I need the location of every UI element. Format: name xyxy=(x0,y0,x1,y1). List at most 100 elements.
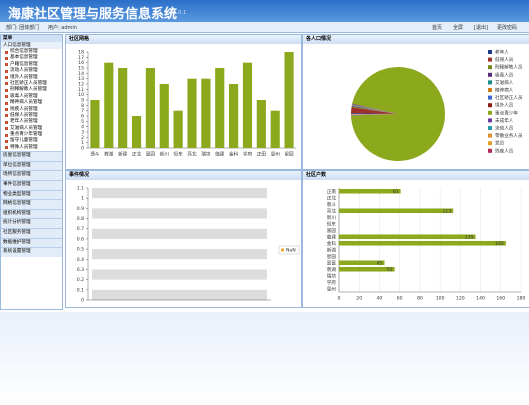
menu-section[interactable]: 房屋信息管理 xyxy=(1,151,62,161)
x-tick-label: 160 xyxy=(496,296,505,302)
y-tick-label: 新川 xyxy=(327,214,337,221)
menu-label: 残疾人员管理 xyxy=(10,106,38,112)
menu-section[interactable]: 数据维护管理 xyxy=(1,237,62,248)
legend-swatch xyxy=(488,72,492,77)
menu-item[interactable]: 吸毒人员管理 xyxy=(1,94,62,100)
menu-section[interactable]: 网格信息管理 xyxy=(1,199,62,209)
menu-item[interactable]: 精神病人员管理 xyxy=(1,100,62,106)
pie-slice xyxy=(351,114,398,116)
bar xyxy=(173,110,183,148)
menu-label: 统计分析管理 xyxy=(3,220,31,226)
legend-label: 党员 xyxy=(495,140,505,147)
legend-swatch xyxy=(488,95,492,100)
menu-icon xyxy=(5,82,8,86)
y-tick-label: 翡湖 xyxy=(327,266,337,273)
x-tick-label: 金科 xyxy=(229,151,239,158)
menu-section[interactable]: 单位信息管理 xyxy=(1,160,62,171)
menu-section[interactable]: 事件信息管理 xyxy=(1,180,62,190)
pie-slice xyxy=(351,105,398,114)
data-label: 135 xyxy=(465,234,474,240)
menu-item[interactable]: 特殊人员管理 xyxy=(1,145,62,151)
panel: 社区户数 0 20 40 60 80 100 120 140 160 180 正南 61 正北 翡斗 亮北 11… xyxy=(302,170,529,308)
y-tick-label: 1 xyxy=(81,140,84,146)
x-tick-label: 0 xyxy=(338,296,341,302)
legend-swatch xyxy=(488,118,492,123)
menu-label: 社区矫正人员管理 xyxy=(10,80,47,86)
nav-link[interactable]: 全屏 xyxy=(453,25,464,31)
menu-label: 组织机构管理 xyxy=(3,210,31,216)
menu-item[interactable]: 综合信息管理 xyxy=(1,49,62,55)
menu-item[interactable]: 社区矫正人员管理 xyxy=(1,81,62,87)
legend-label: 流动人员 xyxy=(495,125,514,132)
menu-section[interactable]: 统计分析管理 xyxy=(1,218,62,228)
y-tick-label: 翡斗 xyxy=(327,201,337,208)
menu-item[interactable]: 老年人员管理 xyxy=(1,119,62,125)
menu-icon xyxy=(5,108,8,112)
menu-section[interactable]: 系统设置管理 xyxy=(1,247,62,257)
nav-link[interactable]: [退出] xyxy=(474,25,488,31)
menu-item[interactable]: 残疾人员管理 xyxy=(1,107,62,113)
department: 部门: 团体部门 xyxy=(6,25,40,31)
menu-item[interactable]: 户籍信息管理 xyxy=(1,62,62,68)
pie-slice xyxy=(352,103,398,114)
menu-section[interactable]: 场所信息管理 xyxy=(1,170,62,181)
menu-icon xyxy=(5,63,8,67)
y-tick-label: 0.8 xyxy=(77,216,84,222)
menu-item[interactable]: 留守儿童管理 xyxy=(1,138,62,144)
menu-label: 场所信息管理 xyxy=(3,172,31,178)
y-tick-label: 0.3 xyxy=(77,267,84,273)
menu-item[interactable]: 重点青少年管理 xyxy=(1,132,62,138)
y-tick-label: 17 xyxy=(78,55,84,61)
y-tick-label: 富富 xyxy=(327,259,337,266)
nav-link[interactable]: 更改密码 xyxy=(497,25,518,31)
y-tick-label: 0.9 xyxy=(77,206,84,212)
menu-label: 老年人员管理 xyxy=(10,119,38,125)
toolbar: 部门: 团体部门 用户: admin 首页 全屏 [退出] 更改密码 xyxy=(0,22,529,33)
app-title: 海康社区管理与服务信息系统 xyxy=(8,7,178,22)
bar xyxy=(270,110,280,148)
y-tick-label: 0.7 xyxy=(77,226,84,232)
legend-swatch xyxy=(488,65,492,70)
x-tick-label: 新建 xyxy=(118,151,128,158)
bar xyxy=(104,62,114,148)
user: 用户: admin xyxy=(48,25,77,31)
legend-swatch xyxy=(488,126,492,130)
panel-title: 社区户数 xyxy=(303,171,529,180)
legend-label: 艾滋病人 xyxy=(495,79,514,86)
pie-slice xyxy=(351,114,398,115)
menu-icon xyxy=(5,127,8,131)
nav-link[interactable]: 首页 xyxy=(432,25,443,31)
grid-band xyxy=(92,289,267,300)
y-tick-label: 6 xyxy=(81,114,84,120)
pie-slice xyxy=(351,104,398,114)
menu-icon xyxy=(5,146,8,150)
menu-label: 事件信息管理 xyxy=(3,182,31,188)
legend-label: 境外人员 xyxy=(495,102,514,109)
menu-item[interactable]: 艾滋病人员管理 xyxy=(1,126,62,132)
menu-icon xyxy=(5,114,8,118)
menu-section[interactable]: 物业类型管理 xyxy=(1,189,62,200)
menu-sections: 房屋信息管理 单位信息管理 场所信息管理 事件信息管理 物业类型管理 网格信息管理 组织机构… xyxy=(1,151,62,257)
pie-slice xyxy=(351,106,398,114)
bar xyxy=(131,116,142,148)
y-tick-label: 12 xyxy=(78,82,84,88)
menu-label: 艾滋病人员管理 xyxy=(10,125,43,131)
y-tick-label: 0.2 xyxy=(77,277,84,283)
legend-label: 重点青少年 xyxy=(495,109,518,116)
menu-label: 流动人员管理 xyxy=(10,68,38,74)
data-label: 165 xyxy=(495,241,504,247)
legend-swatch xyxy=(488,103,492,108)
menu-section[interactable]: 社区服务管理 xyxy=(1,228,62,238)
menu-item[interactable]: 流动人员管理 xyxy=(1,68,62,74)
legend-label: 残疾人员 xyxy=(495,147,514,154)
menu-group[interactable]: 人口信息管理 xyxy=(1,42,62,49)
menu-section[interactable]: 组织机构管理 xyxy=(1,208,62,219)
menu-item[interactable]: 低保人员管理 xyxy=(1,113,62,119)
y-tick-label: 0 xyxy=(81,146,84,152)
legend-label: 刑释解教人员 xyxy=(495,64,523,71)
menu-item[interactable]: 刑释解教人员管理 xyxy=(1,87,62,93)
menu-item[interactable]: 基本信息管理 xyxy=(1,55,62,61)
menu-item[interactable]: 境外人员管理 xyxy=(1,75,62,81)
menu-label: 留守儿童管理 xyxy=(10,138,38,144)
grid-band xyxy=(92,188,267,199)
